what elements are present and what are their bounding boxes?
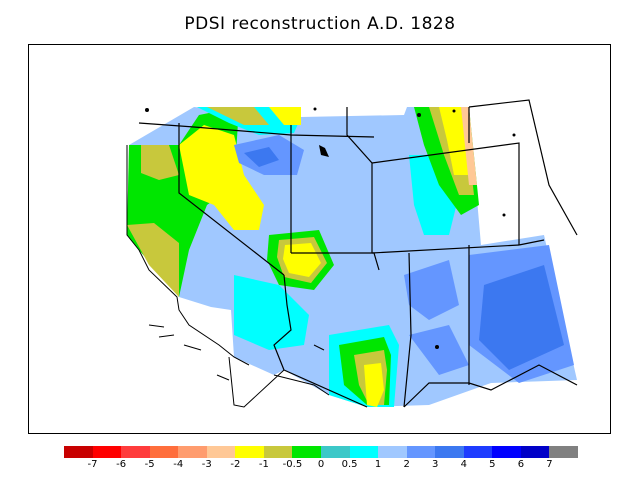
legend-tick-label: 4 <box>460 459 467 470</box>
legend-tick-label: 2 <box>403 459 410 470</box>
legend-tick-label: -7 <box>87 459 98 470</box>
lakes <box>145 107 516 349</box>
legend-swatch <box>64 446 94 458</box>
map-panel <box>28 44 611 434</box>
legend-swatch <box>406 446 436 458</box>
legend-swatch <box>92 446 122 458</box>
legend-tick-label: 0 <box>317 459 325 470</box>
legend-swatch <box>235 446 265 458</box>
legend-swatch <box>492 446 522 458</box>
legend-tick-label: 1 <box>374 459 382 470</box>
legend-swatch <box>435 446 465 458</box>
pdsi-map <box>126 99 578 408</box>
legend-tick-label: 0.5 <box>341 459 358 470</box>
legend-tick-label: -5 <box>144 459 155 470</box>
legend-tick-label: -6 <box>116 459 127 470</box>
legend-tick-label: 7 <box>546 459 553 470</box>
legend-swatch <box>349 446 379 458</box>
legend-tick-label: 6 <box>517 459 525 470</box>
state-boundaries <box>138 99 578 408</box>
legend-swatch <box>292 446 322 458</box>
legend-tick-label: 3 <box>432 459 439 470</box>
legend-tick-label: -1 <box>258 459 269 470</box>
coastline <box>126 145 330 408</box>
legend-swatch <box>520 446 550 458</box>
legend-tick-label: 5 <box>489 459 496 470</box>
legend-swatch <box>121 446 151 458</box>
legend-swatch <box>378 446 408 458</box>
legend-swatch <box>321 446 351 458</box>
legend-swatch <box>463 446 493 458</box>
legend-tick-label: -3 <box>201 459 212 470</box>
legend-swatch <box>263 446 293 458</box>
map-title: PDSI reconstruction A.D. 1828 <box>184 14 456 34</box>
legend-swatch <box>549 446 579 458</box>
legend-swatch <box>178 446 208 458</box>
legend-swatch <box>149 446 179 458</box>
color-legend <box>64 446 579 458</box>
legend-tick-label: -4 <box>173 459 184 470</box>
legend-tick-label: -2 <box>230 459 241 470</box>
legend-swatch <box>206 446 236 458</box>
legend-tick-label: -0.5 <box>282 459 303 470</box>
pdsi-field <box>127 107 577 407</box>
